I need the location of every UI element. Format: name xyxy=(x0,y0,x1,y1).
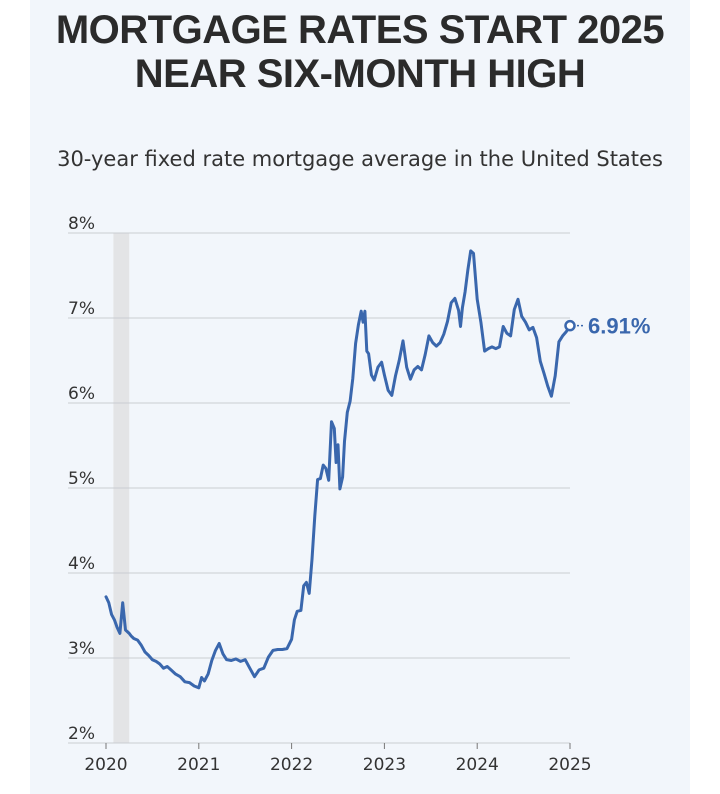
chart-title: MORTGAGE RATES START 2025 NEAR SIX-MONTH… xyxy=(55,8,665,96)
x-axis-ticks: 2020 2021 2022 2023 2024 2025 xyxy=(84,743,592,775)
y-tick-label: 8% xyxy=(68,214,95,234)
end-label-layer: 6.91% xyxy=(564,314,650,339)
x-tick-label: 2021 xyxy=(177,755,220,775)
y-tick-label: 6% xyxy=(68,384,95,404)
end-value-label: 6.91% xyxy=(588,314,650,339)
y-axis-ticks: 2% 3% 4% 5% 6% 7% 8% xyxy=(68,214,95,744)
y-tick-label: 2% xyxy=(68,724,95,744)
x-tick-label: 2022 xyxy=(270,755,313,775)
end-point-marker xyxy=(564,319,576,332)
chart-subtitle: 30-year fixed rate mortgage average in t… xyxy=(57,147,663,171)
series-line xyxy=(104,249,572,690)
y-tick-label: 3% xyxy=(68,639,95,659)
x-tick-label: 2024 xyxy=(456,755,499,775)
y-tick-label: 4% xyxy=(68,554,95,574)
series-layer xyxy=(104,249,572,690)
x-tick-label: 2020 xyxy=(84,755,127,775)
x-tick-label: 2023 xyxy=(363,755,406,775)
y-tick-label: 5% xyxy=(68,469,95,489)
gridlines xyxy=(68,232,570,744)
y-tick-label: 7% xyxy=(68,299,95,319)
chart-panel xyxy=(30,0,690,794)
x-tick-label: 2025 xyxy=(548,755,591,775)
